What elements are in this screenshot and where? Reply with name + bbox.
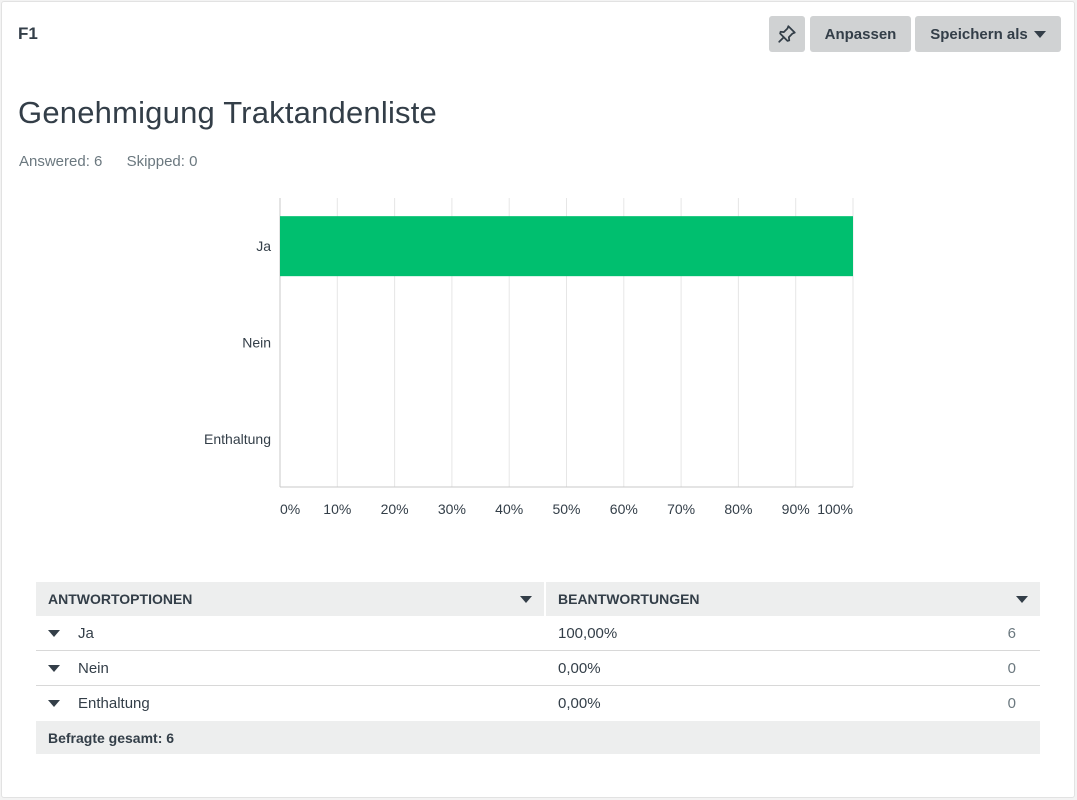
- table-row: Nein 0,00% 0: [36, 651, 1040, 686]
- response-count: 0: [1007, 695, 1016, 712]
- pin-button[interactable]: [769, 16, 805, 52]
- response-count: 0: [1007, 659, 1016, 677]
- sort-caret-icon: [520, 595, 532, 603]
- column-header-answer-options[interactable]: ANTWORTOPTIONEN: [36, 582, 544, 616]
- save-as-label: Speichern als: [930, 25, 1028, 43]
- save-as-dropdown[interactable]: Speichern als: [915, 16, 1061, 52]
- answer-option: Ja: [78, 624, 94, 642]
- sort-caret-icon: [1016, 595, 1028, 603]
- expand-caret-icon[interactable]: [48, 664, 60, 672]
- table-body: Ja 100,00% 6 Nein 0,00% 0 Enthaltung 0,0…: [36, 616, 1040, 721]
- total-respondents: Befragte gesamt: 6: [36, 721, 1040, 754]
- table-row: Enthaltung 0,00% 0: [36, 686, 1040, 721]
- response-count: 6: [1007, 624, 1016, 642]
- response-percent: 100,00%: [558, 624, 618, 642]
- response-percent: 0,00%: [558, 659, 601, 677]
- response-percent: 0,00%: [558, 695, 601, 712]
- pushpin-icon: [778, 25, 796, 43]
- answer-option: Nein: [78, 659, 109, 677]
- expand-caret-icon[interactable]: [48, 629, 60, 637]
- expand-caret-icon[interactable]: [48, 700, 60, 707]
- question-title: Genehmigung Traktandenliste: [18, 95, 437, 130]
- question-number: F1: [18, 24, 38, 43]
- skipped-count: Skipped: 0: [126, 153, 198, 170]
- table-row: Ja 100,00% 6: [36, 616, 1040, 651]
- column-label: BEANTWORTUNGEN: [558, 591, 700, 607]
- answered-count: Answered: 6: [19, 153, 103, 170]
- response-stats: Answered: 6 Skipped: 0: [19, 153, 197, 170]
- table-header: ANTWORTOPTIONEN BEANTWORTUNGEN: [36, 582, 1040, 616]
- column-header-responses[interactable]: BEANTWORTUNGEN: [546, 582, 1040, 616]
- column-label: ANTWORTOPTIONEN: [48, 591, 193, 607]
- answer-option: Enthaltung: [78, 695, 150, 712]
- customize-button[interactable]: Anpassen: [810, 16, 911, 52]
- responses-table: ANTWORTOPTIONEN BEANTWORTUNGEN Ja 100,00…: [36, 582, 1040, 754]
- caret-down-icon: [1033, 30, 1046, 38]
